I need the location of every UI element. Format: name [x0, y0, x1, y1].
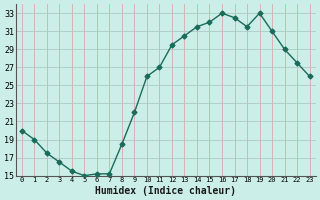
X-axis label: Humidex (Indice chaleur): Humidex (Indice chaleur) — [95, 186, 236, 196]
